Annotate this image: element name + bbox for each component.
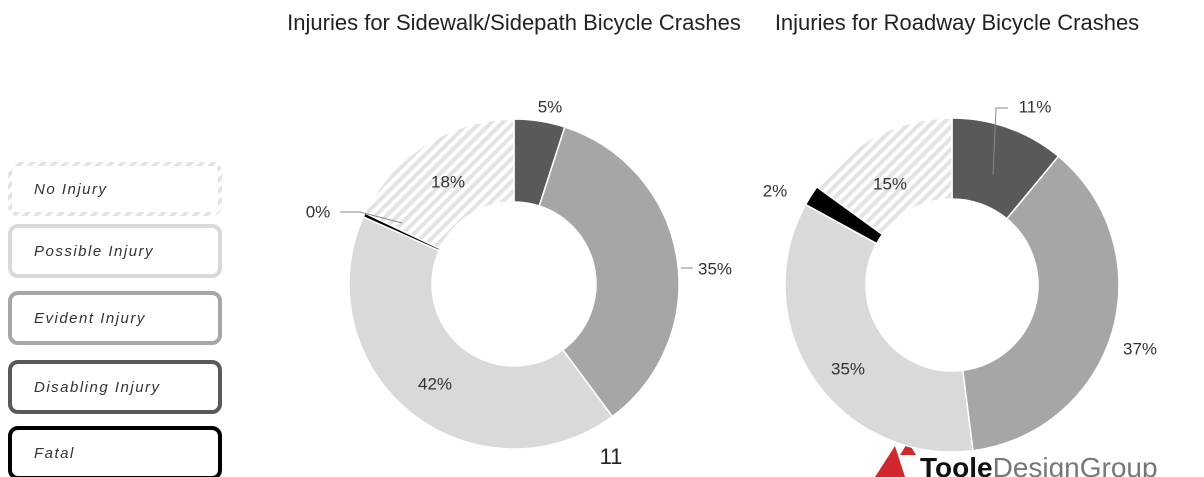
logo-light: DesignGroup bbox=[993, 452, 1158, 477]
data-label: 37% bbox=[1123, 339, 1157, 358]
legend-label: No Injury bbox=[34, 181, 108, 198]
data-label: 35% bbox=[831, 359, 865, 378]
data-label: 35% bbox=[698, 259, 732, 278]
logo: TooleDesignGroup bbox=[920, 452, 1158, 477]
legend-label: Disabling Injury bbox=[34, 379, 161, 396]
chart-title: Injuries for Sidewalk/Sidepath Bicycle C… bbox=[287, 10, 741, 35]
legend-box bbox=[8, 224, 222, 278]
slice bbox=[815, 117, 953, 236]
slice bbox=[961, 155, 1120, 452]
legend-box bbox=[8, 360, 222, 414]
data-label: 11% bbox=[1019, 97, 1052, 116]
logo-mark bbox=[875, 446, 905, 477]
slice bbox=[364, 118, 515, 250]
logo-bold: Toole bbox=[920, 452, 993, 477]
legend-label: Evident Injury bbox=[34, 310, 146, 327]
slice bbox=[348, 215, 614, 450]
data-label: 0% bbox=[306, 202, 331, 221]
data-label: 15% bbox=[873, 174, 907, 193]
legend-box bbox=[8, 291, 222, 345]
chart-title: Injuries for Roadway Bicycle Crashes bbox=[774, 10, 1140, 35]
leader-line bbox=[992, 107, 1008, 176]
slice bbox=[538, 126, 680, 418]
logo-mark bbox=[900, 442, 916, 455]
legend-box bbox=[8, 426, 222, 477]
leader-line bbox=[340, 211, 403, 224]
slice bbox=[784, 203, 974, 453]
legend-label: Fatal bbox=[34, 445, 75, 462]
page-number: 11 bbox=[600, 444, 623, 469]
data-label: 5% bbox=[538, 97, 563, 116]
legend-label: Possible Injury bbox=[34, 243, 154, 260]
data-label: 42% bbox=[418, 374, 452, 393]
legend-box bbox=[8, 162, 222, 216]
data-label: 18% bbox=[431, 172, 465, 191]
data-label: 2% bbox=[763, 181, 788, 200]
